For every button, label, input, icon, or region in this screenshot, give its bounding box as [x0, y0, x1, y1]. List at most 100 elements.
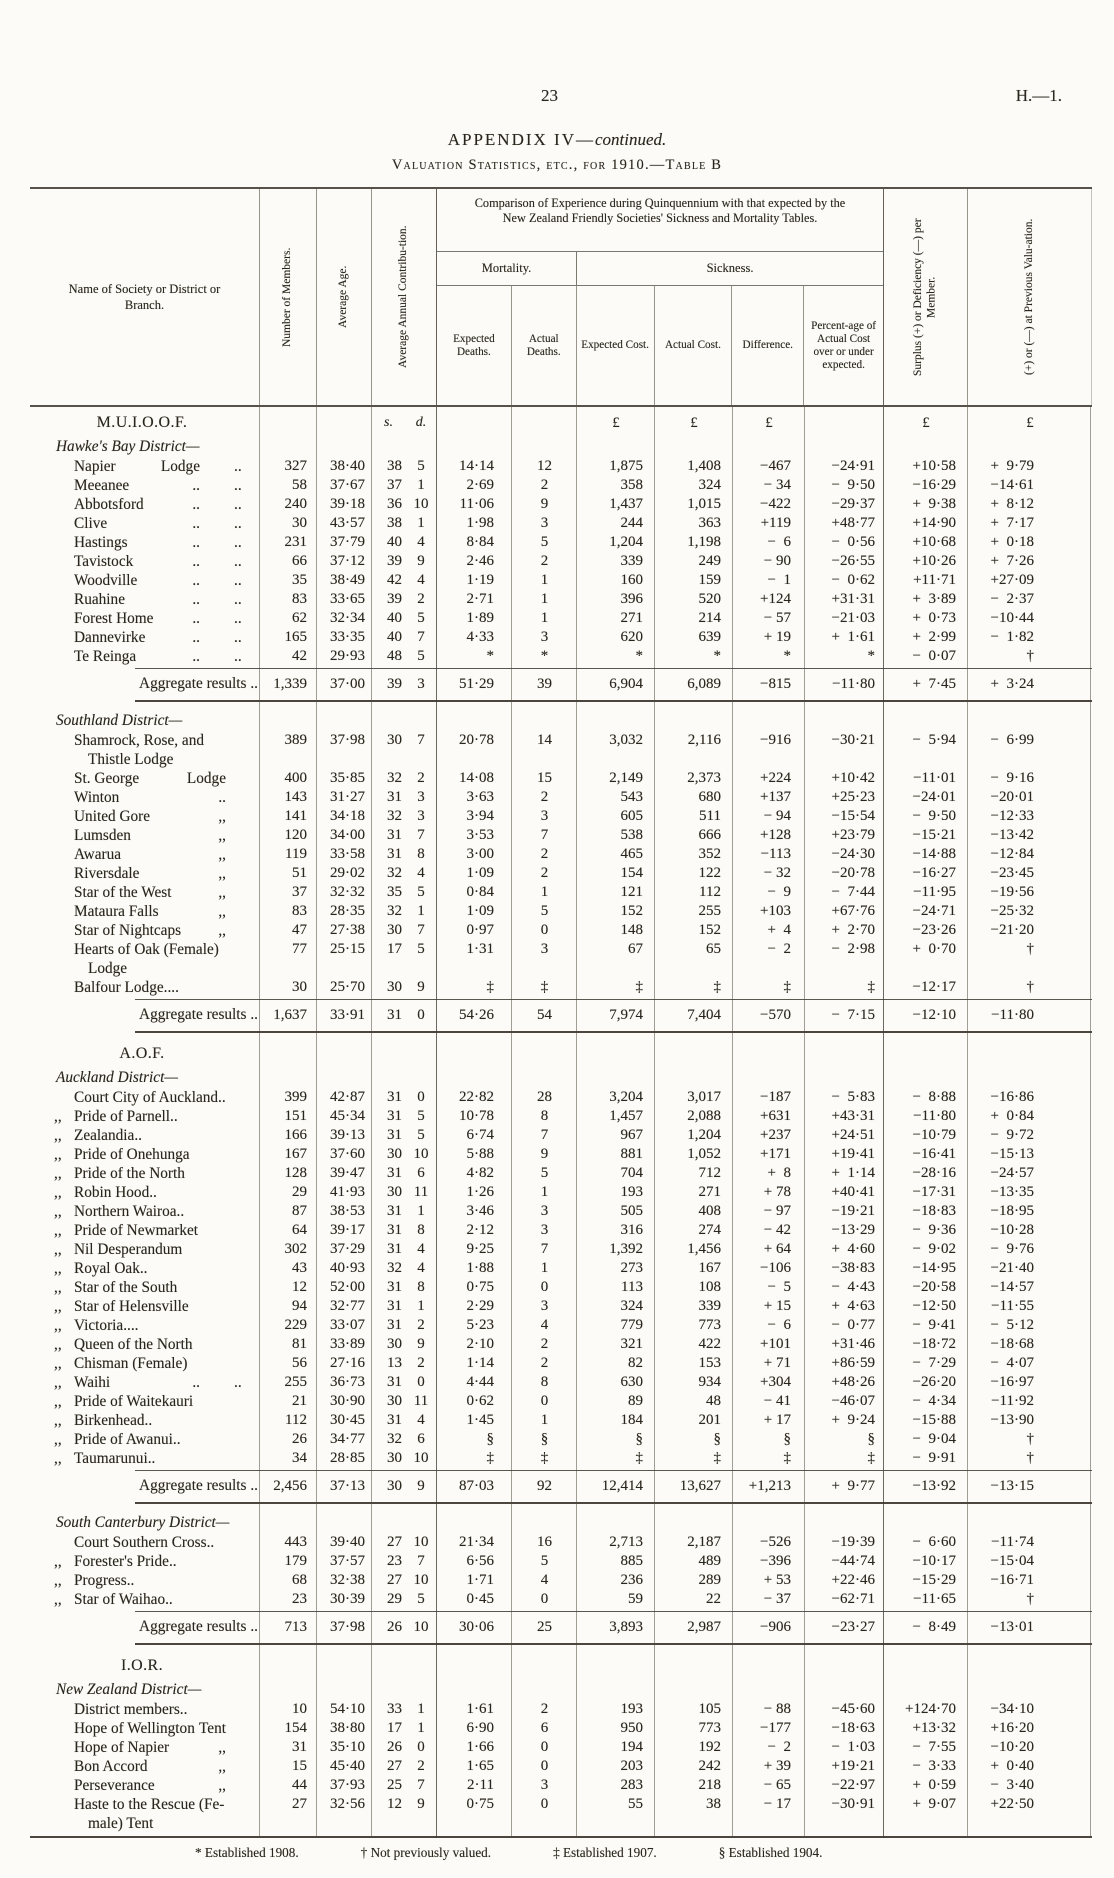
cell-members: 87 — [292, 1203, 307, 1219]
cell-age: 39·40 — [330, 1534, 365, 1550]
row-name-line2: Thistle Lodge — [88, 751, 174, 768]
cell-expected-cost: 396 — [620, 591, 644, 607]
cell-difference — [733, 437, 805, 457]
table-row: ,, Waihi.... 255 36·73 31 0 4·44 8 630 934 +304 +48… — [30, 1373, 1092, 1392]
cell-difference: −570 — [760, 1007, 791, 1023]
cell-age — [317, 1068, 372, 1088]
cell-difference: − 42 — [763, 1222, 791, 1238]
row-name: ,, Progress.. — [30, 1571, 260, 1590]
cell-expected-deaths — [437, 1654, 512, 1680]
cell-expected-deaths: 1·19 — [466, 572, 495, 588]
ditto-mark: ,, — [54, 1279, 62, 1296]
cell-actual-cost: 274 — [698, 1222, 722, 1238]
row-name: Dannevirke.... — [30, 628, 260, 647]
row-name: ,, Robin Hood.. — [30, 1183, 260, 1202]
cell-surplus: −18·72 — [912, 1336, 956, 1352]
col-header-surplus-cell: Surplus (+) or Deficiency (—) per Member… — [884, 189, 968, 405]
cell-actual-cost: 249 — [698, 553, 722, 569]
cell-members: 141 — [284, 808, 308, 824]
row-name-line: ,, Chisman (Female) — [30, 1354, 260, 1373]
col-header-mortality: Mortality. — [437, 252, 577, 285]
section-rule — [135, 1643, 1092, 1645]
cell-surplus: + 9·07 — [912, 1796, 956, 1812]
row-name-text: Pride of Waitekauri — [74, 1393, 194, 1410]
district-heading-row: New Zealand District— — [30, 1680, 1092, 1700]
cell-previous: −19·56 — [990, 884, 1034, 900]
cell-contrib-s: 32 — [387, 1431, 402, 1447]
col-header-age: Average Age. — [337, 265, 350, 329]
cell-expected-deaths — [437, 1680, 512, 1700]
cell-actual-cost: 6,089 — [687, 676, 721, 692]
cell-actual-cost: 271 — [698, 1184, 722, 1200]
cell-expected-deaths: 54·26 — [459, 1007, 494, 1023]
cell-surplus: + 0·73 — [912, 610, 956, 626]
leader-dots: .. — [147, 1450, 156, 1467]
cell-expected-cost: 630 — [620, 1374, 644, 1390]
cell-expected-cost: 605 — [620, 808, 644, 824]
cell-surplus: −15·29 — [912, 1572, 956, 1588]
district-heading: South Canterbury District— — [56, 1514, 230, 1531]
cell-difference: + 15 — [763, 1298, 791, 1314]
cell-actual-deaths: ‡ — [540, 1450, 549, 1466]
cell-surplus: −26·20 — [912, 1374, 956, 1390]
cell-expected-cost: 148 — [620, 922, 644, 938]
cell-actual-deaths: 16 — [537, 1534, 552, 1550]
table-row: St. George Lodge 400 35·85 32 2 14·08 15 2,149 2,… — [30, 769, 1092, 788]
row-name-line: Star of Nightcaps,, — [30, 921, 260, 940]
cell-surplus: −14·95 — [912, 1260, 956, 1276]
table-row: ,, Robin Hood.. 29 41·93 30 11 1·26 1 193 271 + 78… — [30, 1183, 1092, 1202]
cell-contrib-d — [405, 1680, 437, 1700]
cell-contrib-d: d. — [415, 415, 427, 430]
cell-surplus — [884, 437, 968, 457]
cell-surplus: + 2·99 — [912, 629, 956, 645]
cell-actual-deaths: 0 — [540, 922, 549, 938]
cell-contrib-d: 7 — [417, 922, 425, 938]
cell-members: 27 — [292, 1796, 307, 1812]
cell-difference: − 6 — [767, 534, 791, 550]
cell-previous: −23·45 — [990, 865, 1034, 881]
cell-actual-cost: 7,404 — [687, 1007, 721, 1023]
cell-surplus: − 4·34 — [912, 1393, 956, 1409]
cell-actual-cost: 192 — [698, 1739, 722, 1755]
cell-difference: +124 — [760, 591, 791, 607]
cell-contrib-d: 8 — [417, 1222, 425, 1238]
cell-previous: −15·13 — [990, 1146, 1034, 1162]
column-rule — [654, 407, 655, 1838]
cell-difference: +119 — [760, 515, 791, 531]
cell-contrib-d: 7 — [417, 629, 425, 645]
cell-previous: + 7·17 — [990, 515, 1034, 531]
cell-expected-cost: 3,204 — [609, 1089, 643, 1105]
cell-percentage: − 7·44 — [831, 884, 875, 900]
cell-contrib-s: 25 — [387, 1777, 402, 1793]
cell-contrib-s: 40 — [387, 629, 402, 645]
cell-actual-deaths: 9 — [540, 496, 549, 512]
cell-surplus: + 7·45 — [912, 676, 956, 692]
cell-previous: −21·40 — [990, 1260, 1034, 1276]
cell-age: 41·93 — [330, 1184, 365, 1200]
cell-contrib-s: 31 — [387, 1203, 402, 1219]
row-name-line: ,, Forester's Pride.. — [30, 1552, 260, 1571]
cell-members: 179 — [284, 1553, 308, 1569]
cell-age: 34·77 — [330, 1431, 365, 1447]
cell-age — [317, 1513, 372, 1533]
cell-actual-cost: 1,456 — [687, 1241, 721, 1257]
cell-actual-deaths: 6 — [540, 1720, 549, 1736]
cell-previous: −25·32 — [990, 903, 1034, 919]
aggregate-row: Aggregate results .. 713 37·98 26 10 30·06 25 3… — [30, 1614, 1092, 1640]
cell-expected-cost: 538 — [620, 827, 644, 843]
row-name-text: Awarua — [74, 846, 122, 863]
society-heading-row: I.O.R. — [30, 1654, 1092, 1680]
ditto-mark: ,, — [54, 1450, 62, 1467]
row-name: St. George Lodge — [30, 769, 260, 788]
table-row: Awarua,, 119 33·58 31 8 3·00 2 465 352 −113 −24·30… — [30, 845, 1092, 864]
table-row: ,, Queen of the North 81 33·89 30 9 2·10 2 321 42… — [30, 1335, 1092, 1354]
cell-expected-deaths: 5·23 — [466, 1317, 495, 1333]
cell-previous: − 6·99 — [990, 732, 1034, 748]
row-name: Winton.. — [30, 788, 260, 807]
cell-percentage: + 4·63 — [831, 1298, 875, 1314]
cell-expected-cost: * — [635, 648, 644, 664]
cell-age: 52·00 — [330, 1279, 365, 1295]
cell-expected-deaths: 6·90 — [466, 1720, 495, 1736]
cell-contrib-d: 2 — [417, 591, 425, 607]
cell-members: 44 — [292, 1777, 307, 1793]
